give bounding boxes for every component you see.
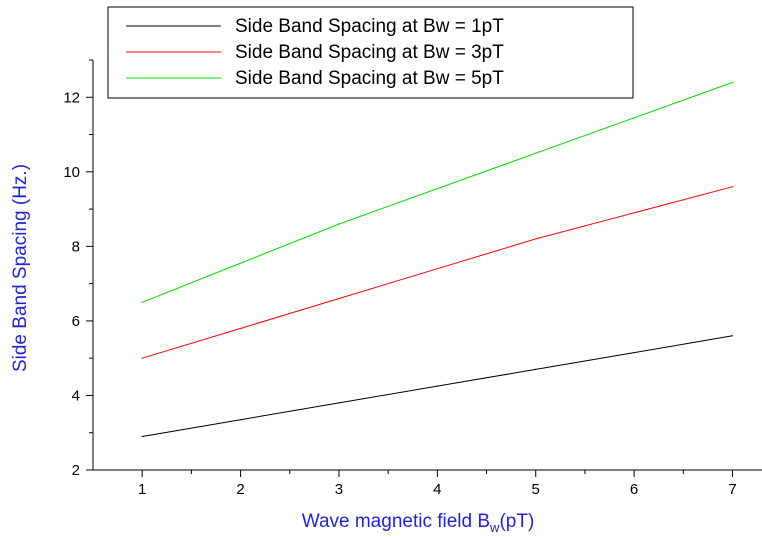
data-point	[633, 212, 635, 214]
data-point	[731, 81, 734, 83]
y-tick-label: 4	[72, 387, 80, 404]
data-point	[239, 262, 242, 264]
data-point	[535, 238, 537, 240]
data-point	[239, 327, 242, 329]
legend-entry-3: Side Band Spacing at Bw = 5pT	[235, 68, 504, 89]
x-tick-label: 1	[138, 481, 146, 498]
data-point	[535, 368, 537, 370]
data-point	[141, 357, 143, 359]
legend: Side Band Spacing at Bw = 1pT Side Band S…	[107, 6, 634, 99]
x-tick-label: 7	[728, 481, 736, 498]
data-point	[633, 351, 635, 354]
x-tick-label: 5	[532, 481, 540, 498]
x-tick-label: 6	[630, 481, 638, 498]
data-point	[731, 335, 734, 337]
data-point	[141, 435, 143, 438]
y-tick-label: 6	[72, 313, 80, 330]
y-tick-label: 8	[72, 238, 80, 255]
y-axis-title: Side Band Spacing (Hz.)	[10, 164, 31, 372]
data-point	[239, 419, 242, 421]
data-point	[141, 301, 143, 303]
data-point	[436, 268, 438, 270]
x-tick-label: 2	[236, 481, 244, 498]
legend-entry-1: Side Band Spacing at Bw = 1pT	[235, 16, 504, 37]
y-tick-label: 10	[63, 164, 80, 181]
x-axis-title-main: Wave magnetic field B	[302, 511, 490, 532]
data-point	[633, 117, 635, 119]
data-point	[436, 385, 438, 387]
data-point	[338, 297, 340, 300]
x-axis-title-unit: (pT)	[499, 511, 534, 532]
data-point	[338, 223, 340, 225]
data-point	[535, 152, 537, 154]
data-point	[731, 186, 734, 188]
data-point	[436, 187, 438, 190]
series-layer	[141, 81, 734, 438]
data-point	[338, 402, 340, 404]
y-tick-label: 12	[63, 89, 80, 106]
y-tick-label: 2	[72, 462, 80, 479]
x-tick-label: 4	[433, 481, 441, 498]
legend-entry-2: Side Band Spacing at Bw = 3pT	[235, 42, 504, 63]
series-line-2	[142, 186, 733, 359]
x-axis-title-subscript: w	[489, 520, 500, 535]
x-tick-label: 3	[335, 481, 343, 498]
x-axis-title: Wave magnetic field Bw(pT)	[302, 511, 535, 535]
